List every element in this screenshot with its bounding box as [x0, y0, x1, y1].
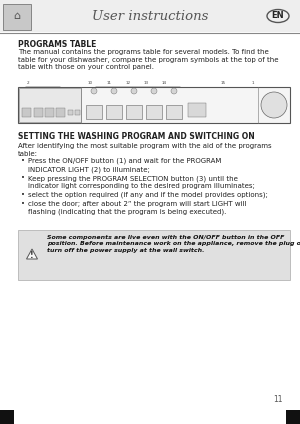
Ellipse shape — [267, 9, 289, 22]
Text: •: • — [21, 201, 25, 207]
Bar — [19, 88, 81, 122]
Text: 15: 15 — [220, 81, 226, 85]
Text: •: • — [21, 192, 25, 198]
Text: 10: 10 — [87, 81, 93, 85]
Text: 2: 2 — [27, 81, 29, 85]
Text: 1: 1 — [252, 81, 254, 85]
Bar — [146, 105, 162, 119]
Text: •: • — [21, 175, 25, 181]
Bar — [86, 105, 102, 119]
Text: Keep pressing the PROGRAM SELECTION button (3) until the
indicator light corresp: Keep pressing the PROGRAM SELECTION butt… — [28, 175, 255, 189]
Text: 11: 11 — [273, 395, 283, 404]
Text: Press the ON/OFF button (1) and wait for the PROGRAM
INDICATOR LIGHT (2) to illu: Press the ON/OFF button (1) and wait for… — [28, 158, 221, 173]
Text: ⌂: ⌂ — [14, 11, 21, 21]
Bar — [56, 108, 65, 117]
Text: The manual contains the programs table for several models. To find the
table for: The manual contains the programs table f… — [18, 49, 278, 70]
Text: 14: 14 — [161, 81, 166, 85]
Text: 12: 12 — [125, 81, 130, 85]
Bar — [166, 105, 182, 119]
Bar — [0, 0, 300, 32]
Text: !: ! — [30, 251, 34, 260]
Text: Some components are live even with the ON/OFF button in the OFF
position. Before: Some components are live even with the O… — [47, 235, 300, 253]
Bar — [3, 4, 31, 30]
Text: 13: 13 — [143, 81, 148, 85]
Bar — [0, 410, 14, 424]
Circle shape — [151, 88, 157, 94]
Circle shape — [111, 88, 117, 94]
Bar — [188, 103, 206, 117]
Bar — [22, 108, 31, 117]
Circle shape — [131, 88, 137, 94]
Bar — [34, 108, 43, 117]
Text: EN: EN — [272, 11, 284, 20]
Circle shape — [171, 88, 177, 94]
Bar — [106, 105, 122, 119]
Text: 11: 11 — [106, 81, 112, 85]
Circle shape — [91, 88, 97, 94]
Text: After identifying the most suitable program with the aid of the programs
table:: After identifying the most suitable prog… — [18, 143, 272, 157]
Text: PROGRAMS TABLE: PROGRAMS TABLE — [18, 40, 96, 49]
Bar — [286, 410, 300, 424]
Bar — [126, 105, 142, 119]
Circle shape — [261, 92, 287, 118]
Polygon shape — [26, 249, 38, 259]
Text: select the option required (if any and if the model provides options);: select the option required (if any and i… — [28, 192, 268, 198]
Bar — [75, 110, 80, 115]
Text: •: • — [21, 158, 25, 164]
Bar — [68, 110, 73, 115]
Bar — [45, 108, 54, 117]
Bar — [18, 87, 290, 123]
Text: User instructions: User instructions — [92, 9, 208, 22]
Bar — [18, 230, 290, 280]
Text: SETTING THE WASHING PROGRAM AND SWITCHING ON: SETTING THE WASHING PROGRAM AND SWITCHIN… — [18, 132, 255, 141]
Text: close the door; after about 2” the program will start LIGHT will
flashing (indic: close the door; after about 2” the progr… — [28, 201, 247, 215]
